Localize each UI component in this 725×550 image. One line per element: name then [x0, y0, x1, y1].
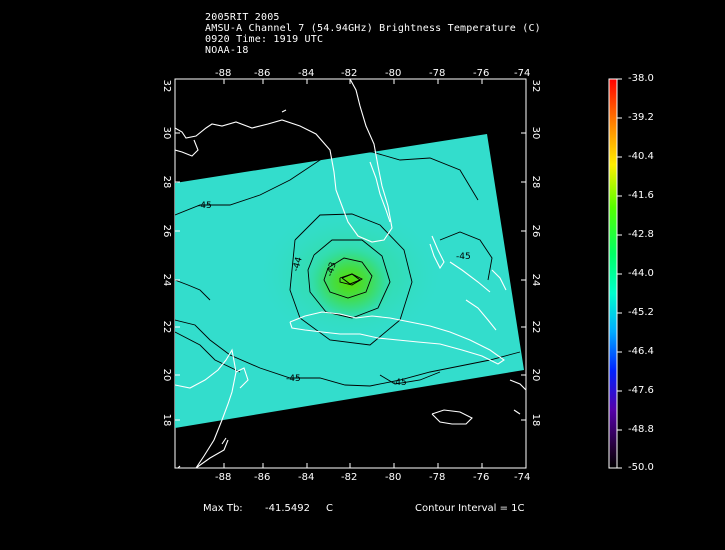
lon-tick-label: -78: [429, 68, 445, 79]
colorbar-label: -42.8: [628, 229, 654, 240]
lat-tick-label: 30: [530, 127, 541, 140]
colorbar-label: -44.0: [628, 268, 654, 279]
title-line-3: 0920 Time: 1919 UTC: [205, 34, 324, 45]
storm-core: [302, 240, 398, 324]
lat-tick-label: 20: [161, 369, 172, 382]
lon-labels-bottom: -88 -86 -84 -82 -80 -78 -76 -74: [215, 472, 530, 483]
lat-tick-label: 24: [530, 274, 541, 287]
lat-tick-label: 18: [161, 414, 172, 427]
colorbar-label: -46.4: [628, 346, 654, 357]
contour-lines: [175, 149, 521, 387]
lon-labels-top: -88 -86 -84 -82 -80 -78 -76 -74: [215, 68, 530, 79]
lon-tick-label: -80: [385, 472, 401, 483]
lat-tick-label: 22: [530, 321, 541, 334]
lat-tick-label: 18: [530, 414, 541, 427]
contour-label: -45: [197, 201, 212, 211]
lat-tick-label: 30: [161, 127, 172, 140]
lat-tick-label: 22: [161, 321, 172, 334]
lat-tick-label: 20: [530, 369, 541, 382]
contour-label: -45: [286, 374, 301, 384]
contour-label: -45: [456, 252, 471, 262]
lon-tick-label: -88: [215, 68, 231, 79]
colorbar-label: -48.8: [628, 424, 654, 435]
colorbar-label: -47.6: [628, 385, 654, 396]
title-line-4: NOAA-18: [205, 45, 249, 56]
colorbar-label: -40.4: [628, 151, 654, 162]
max-tb-unit: C: [326, 503, 333, 514]
lon-tick-label: -84: [298, 472, 314, 483]
lat-labels-left: 18 20 22 24 26 28 30 32: [161, 80, 172, 427]
title-line-2: AMSU-A Channel 7 (54.94GHz) Brightness T…: [205, 23, 541, 34]
lon-tick-label: -82: [341, 68, 357, 79]
lon-tick-label: -78: [429, 472, 445, 483]
max-tb-label: Max Tb:: [203, 503, 243, 514]
lon-tick-label: -76: [473, 472, 489, 483]
coastlines: [175, 79, 526, 468]
lat-tick-label: 24: [161, 274, 172, 287]
lon-tick-label: -74: [514, 68, 530, 79]
lon-tick-label: -74: [514, 472, 530, 483]
contour-label: -44: [291, 256, 305, 273]
lat-tick-label: 26: [161, 225, 172, 238]
colorbar: [608, 78, 618, 469]
colorbar-label: -50.0: [628, 462, 654, 473]
lat-tick-label: 32: [161, 80, 172, 93]
colorbar-ticks: [617, 78, 622, 469]
contour-interval: Contour Interval = 1C: [415, 503, 525, 514]
lat-tick-label: 28: [161, 176, 172, 189]
colorbar-label: -41.6: [628, 190, 654, 201]
lat-tick-label: 32: [530, 80, 541, 93]
colorbar-label: -39.2: [628, 112, 654, 123]
lon-tick-label: -84: [298, 68, 314, 79]
lon-tick-label: -86: [254, 68, 270, 79]
lon-tick-label: -76: [473, 68, 489, 79]
lat-labels-right: 18 20 22 24 26 28 30 32: [530, 80, 541, 427]
colorbar-label: -38.0: [628, 73, 654, 84]
lon-tick-label: -82: [341, 472, 357, 483]
axis-ticks: [175, 79, 526, 468]
contour-labels: -45 -44 -43 -45 -45 -45: [197, 201, 471, 388]
title-line-1: 2005RIT 2005: [205, 12, 280, 23]
lat-tick-label: 26: [530, 225, 541, 238]
colorbar-label: -45.2: [628, 307, 654, 318]
contour-label: -45: [392, 378, 407, 388]
storm-eye-contour: [341, 273, 362, 285]
lon-tick-label: -80: [385, 68, 401, 79]
lon-tick-label: -86: [254, 472, 270, 483]
lon-tick-label: -88: [215, 472, 231, 483]
lat-tick-label: 28: [530, 176, 541, 189]
max-tb-value: -41.5492: [265, 503, 310, 514]
contour-label: -43: [325, 261, 338, 278]
